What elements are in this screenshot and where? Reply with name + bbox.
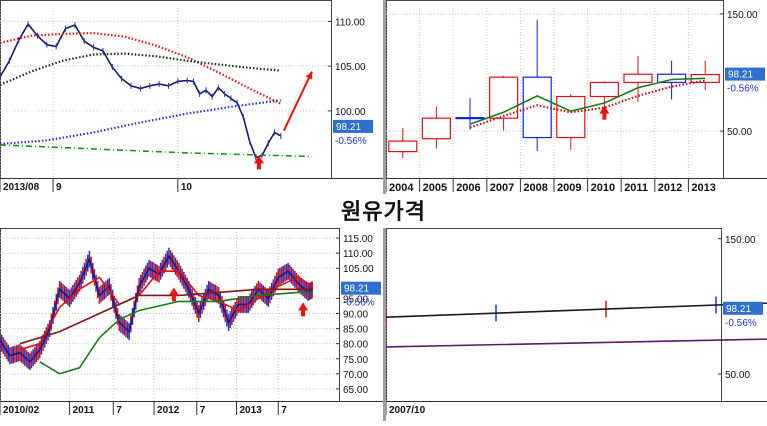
y-tick-label: 65.00 — [343, 385, 368, 396]
y-tick-label: 50.00 — [725, 370, 750, 381]
x-tick-label: 2007 — [490, 182, 514, 194]
series-line — [19, 288, 313, 345]
y-tick-label: 150.00 — [725, 235, 756, 246]
y-tick-label: 70.00 — [343, 370, 368, 381]
candle-body — [589, 81, 619, 98]
y-tick-label: 85.00 — [343, 325, 368, 336]
series-line — [385, 302, 767, 318]
x-tick-label: 7 — [281, 405, 287, 416]
x-tick-label: 2011 — [624, 182, 648, 194]
x-tick-label: 2009 — [557, 182, 581, 194]
up-arrow-marker — [599, 105, 610, 120]
last-value-label: 98.21 — [336, 122, 361, 133]
x-tick-label: 2013 — [691, 182, 715, 194]
y-tick-label: 115.00 — [343, 234, 373, 245]
series-line — [469, 79, 706, 129]
chart-top-left: 110.00 105.00 100.00 2013/08 9 10 98.21 -0.56% — [0, 0, 383, 193]
candle-body — [421, 117, 452, 140]
x-tick-label: 2007/10 — [389, 405, 426, 416]
chart-panel-bottom-left: 115.00 110.00 105.00 95.00 90.00 85.00 80.00 75… — [0, 228, 383, 421]
x-tick-label: 2005 — [423, 182, 447, 194]
x-tick-label: 2004 — [389, 182, 414, 194]
forecast-arrow-head — [305, 71, 313, 80]
x-tick-label: 2006 — [456, 182, 480, 194]
x-tick-label: 2010/02 — [3, 405, 40, 416]
y-tick-label: 110.00 — [343, 249, 373, 260]
y-tick-label: 110.00 — [335, 17, 365, 28]
panel-divider-vertical-bottom — [383, 228, 386, 421]
up-arrow-marker — [168, 287, 179, 302]
x-tick-label: 2013 — [240, 405, 263, 416]
x-tick-label: 2012 — [157, 405, 180, 416]
last-value-badge — [725, 67, 765, 81]
x-tick-label: 7 — [200, 405, 206, 416]
y-tick-label: 80.00 — [343, 340, 368, 351]
change-label: -0.56% — [727, 84, 759, 95]
series-line — [0, 99, 281, 146]
forecast-arrow-line — [283, 71, 313, 132]
chart-bottom-left: 115.00 110.00 105.00 95.00 90.00 85.00 80.00 75… — [0, 228, 383, 416]
y-tick-label: 105.00 — [343, 264, 374, 275]
y-tick-label: 105.00 — [335, 62, 366, 73]
last-value-badge — [341, 281, 381, 295]
chart-panel-top-right: 150.00 50.00 2004 2005 2006 2007 2008 2009 2010 2… — [385, 0, 767, 194]
y-tick-label: 95.00 — [343, 294, 368, 305]
candle-body — [522, 76, 552, 139]
x-tick-label: 7 — [116, 405, 122, 416]
x-tick-label: 2012 — [658, 182, 682, 194]
series-line — [0, 22, 282, 159]
plot-frame — [0, 0, 332, 179]
page-title: 원유가격 — [341, 200, 426, 225]
chart-panel-bottom-right: 150.0050.002007/102009201020112012201398… — [385, 228, 767, 421]
last-value-label: 98.21 — [728, 70, 753, 81]
candle-body — [388, 140, 418, 153]
last-value-label: 98.21 — [726, 304, 751, 315]
series-line — [0, 52, 281, 86]
series-line — [19, 270, 314, 351]
x-tick-label: 9 — [56, 182, 62, 193]
series-line — [0, 254, 314, 363]
change-label: -0.56% — [725, 318, 757, 329]
up-arrow-marker — [253, 155, 264, 170]
candle-body — [556, 95, 586, 139]
plot-frame — [386, 0, 724, 179]
last-value-badge — [333, 119, 373, 133]
y-tick-label: 150.00 — [727, 10, 758, 21]
x-tick-label: 2011 — [73, 405, 95, 416]
candle-body — [488, 76, 519, 119]
series-line — [39, 291, 313, 375]
x-tick-label: 2010 — [591, 182, 615, 194]
chart-top-right: 150.00 50.00 2004 2005 2006 2007 2008 2009 2010 2… — [385, 0, 767, 194]
y-tick-label: 90.00 — [343, 309, 368, 320]
candle-body — [623, 73, 653, 84]
last-value-badge — [723, 301, 763, 315]
y-tick-label: 50.00 — [727, 127, 752, 138]
change-label: -0.56% — [343, 298, 375, 309]
panel-divider-vertical-top — [383, 0, 386, 194]
candle-body — [455, 117, 485, 120]
last-value-label: 98.21 — [344, 284, 369, 295]
y-tick-label: 100.00 — [335, 107, 366, 118]
y-tick-label: 75.00 — [343, 355, 368, 366]
series-line — [0, 31, 282, 105]
x-tick-label: 2013/08 — [3, 182, 40, 193]
chart-bottom-right: 150.0050.002007/102009201020112012201398… — [385, 228, 767, 416]
up-arrow-marker — [298, 302, 309, 317]
series-line — [0, 144, 313, 158]
x-tick-label: 2008 — [523, 182, 547, 194]
change-label: -0.56% — [335, 136, 367, 147]
chart-panel-top-left: 110.00 105.00 100.00 2013/08 9 10 98.21 -0.56% — [0, 0, 383, 194]
series-line — [469, 77, 706, 125]
x-tick-label: 10 — [181, 182, 193, 193]
